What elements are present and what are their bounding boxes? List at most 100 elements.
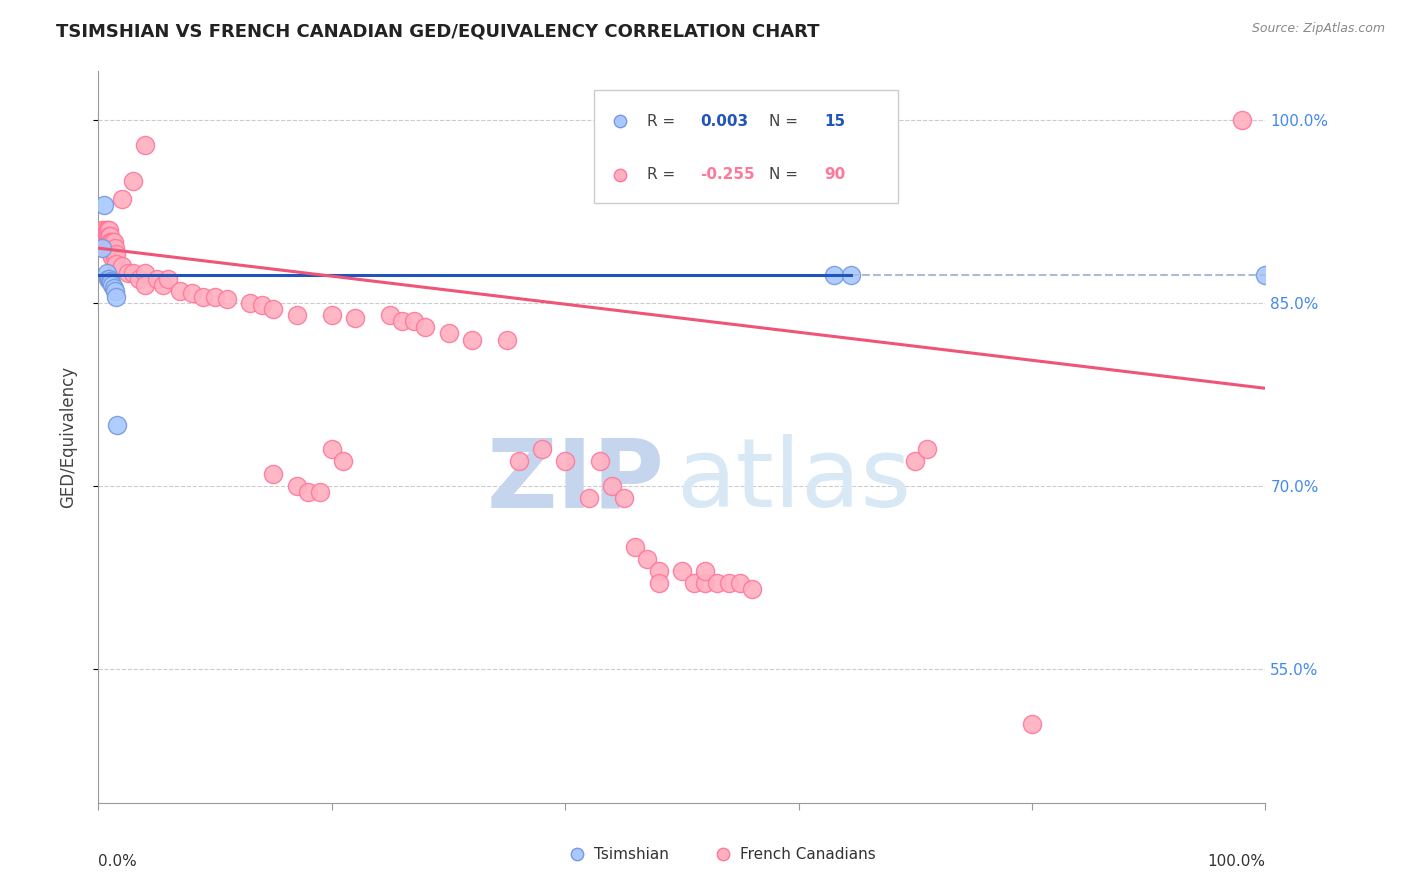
Point [508,454,530,468]
Point [215,293,238,307]
Point [609,285,631,300]
Point [495,333,517,347]
Point [98,241,121,255]
Point [146,271,169,285]
Point [104,290,127,304]
Point [285,479,308,493]
Point [413,320,436,334]
Point [823,268,845,282]
Point [93,241,115,255]
Point [695,576,717,591]
Point [96,229,118,244]
Text: atlas: atlas [676,434,911,527]
Point [297,485,319,500]
Point [1230,113,1253,128]
Point [613,491,636,505]
Text: ZIP: ZIP [486,434,665,527]
Point [589,454,612,468]
Text: -0.255: -0.255 [700,167,755,182]
Point [741,582,763,597]
Point [122,174,145,188]
Point [90,223,112,237]
Point [647,576,669,591]
Point [97,229,120,244]
Point [1254,268,1277,282]
Point [695,564,717,578]
Point [600,479,623,493]
Point [117,266,139,280]
Point [96,241,118,255]
Point [93,235,115,249]
Point [193,290,215,304]
Point [134,137,156,152]
Text: 0.0%: 0.0% [98,854,138,869]
Point [321,442,343,457]
Point [104,250,127,264]
Point [111,193,134,207]
Point [96,266,118,280]
Point [101,250,124,264]
Point [94,223,117,237]
Point [98,229,121,244]
Point [636,552,658,566]
Point [152,277,174,292]
Point [101,235,124,249]
Point [250,298,273,312]
Point [706,576,728,591]
Point [100,275,122,289]
Point [332,454,354,468]
Point [1021,716,1043,731]
Text: French Canadians: French Canadians [741,847,876,862]
Point [169,284,191,298]
Point [104,284,127,298]
Point [378,308,402,322]
Point [98,274,121,288]
Point [204,290,226,304]
Point [97,235,120,249]
Point [402,314,425,328]
Point [624,540,647,554]
Point [239,296,262,310]
Y-axis label: GED/Equivalency: GED/Equivalency [59,366,77,508]
Point [461,333,484,347]
Text: Tsimshian: Tsimshian [595,847,669,862]
Point [157,271,180,285]
Point [100,247,122,261]
Point [98,235,121,249]
Text: 0.003: 0.003 [700,114,749,128]
Point [103,235,125,249]
Text: 15: 15 [824,114,845,128]
Point [97,271,120,285]
Point [97,241,120,255]
FancyBboxPatch shape [595,90,898,203]
Point [100,241,122,255]
Point [97,223,120,237]
Point [309,485,332,500]
Point [97,223,120,237]
Point [671,564,693,578]
Point [717,576,740,591]
Point [285,308,308,322]
Point [104,257,127,271]
Text: R =: R = [647,114,681,128]
Point [609,196,631,211]
Point [915,442,938,457]
Point [97,241,120,255]
Point [101,277,124,292]
Point [578,491,600,505]
Point [104,241,127,255]
Point [93,198,115,212]
Point [97,229,120,244]
Point [105,417,128,432]
Point [111,260,134,274]
Text: 100.0%: 100.0% [1208,854,1265,869]
Point [530,442,553,457]
Text: R =: R = [647,167,681,182]
Point [391,314,413,328]
Text: N =: N = [769,167,803,182]
Point [90,241,112,255]
Point [103,244,125,258]
Point [100,235,122,249]
Point [344,310,367,325]
Point [682,576,704,591]
